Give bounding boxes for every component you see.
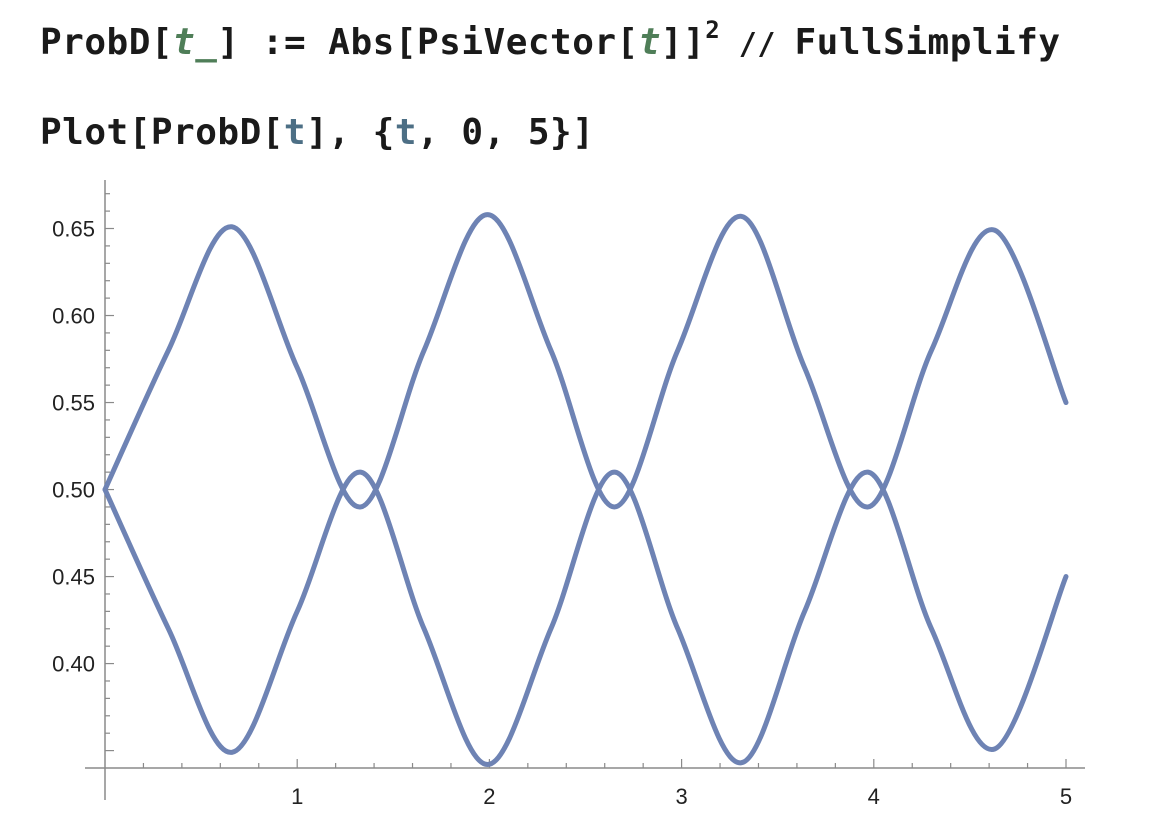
code-postfix-operator: // (720, 27, 795, 62)
code-plot-tail: , 0, 5}] (417, 112, 595, 153)
code-plot-mid: ], { (306, 112, 395, 153)
code-abs-open: Abs[PsiVector[ (328, 22, 639, 63)
code-plot-iter-var: t (394, 112, 417, 153)
plot-curves (102, 212, 1069, 768)
x-tick-label: 3 (675, 784, 687, 809)
code-plot-arg-t: t (283, 112, 307, 153)
code-close-bracket: ] (217, 22, 240, 63)
code-exponent: 2 (705, 16, 721, 44)
code-fullsimplify: FullSimplify (794, 22, 1061, 63)
code-plot-head: Plot[ProbD[ (40, 112, 284, 153)
y-tick-label: 0.45 (52, 565, 95, 590)
series-line-1 (102, 212, 1069, 510)
plot-axes (85, 180, 1085, 800)
series-line-2 (102, 469, 1069, 768)
code-arg-t: t (638, 22, 661, 63)
y-tick-label: 0.40 (52, 652, 95, 677)
x-tick-label: 1 (291, 784, 303, 809)
probability-plot: 1 2 3 4 5 0.40 0.45 0.50 0.55 0.60 0.65 (52, 180, 1085, 809)
code-assign-operator: := (239, 22, 329, 63)
code-line-plot[interactable]: Plot[ProbD[t], {t, 0, 5}] (40, 112, 594, 153)
y-tick-label: 0.65 (52, 217, 95, 242)
code-probd-head: ProbD[ (40, 22, 174, 63)
x-tick-label: 2 (483, 784, 495, 809)
code-pattern-t: t_ (173, 22, 218, 63)
code-abs-close: ]] (660, 22, 706, 63)
y-tick-label: 0.55 (52, 391, 95, 416)
x-tick-label: 5 (1060, 784, 1072, 809)
x-tick-label: 4 (868, 784, 880, 809)
plot-ticks: 1 2 3 4 5 0.40 0.45 0.50 0.55 0.60 0.65 (52, 193, 1072, 809)
code-line-definition[interactable]: ProbD[t_] := Abs[PsiVector[t]]2 // FullS… (40, 16, 1061, 63)
y-tick-label: 0.60 (52, 304, 95, 329)
y-tick-label: 0.50 (52, 478, 95, 503)
